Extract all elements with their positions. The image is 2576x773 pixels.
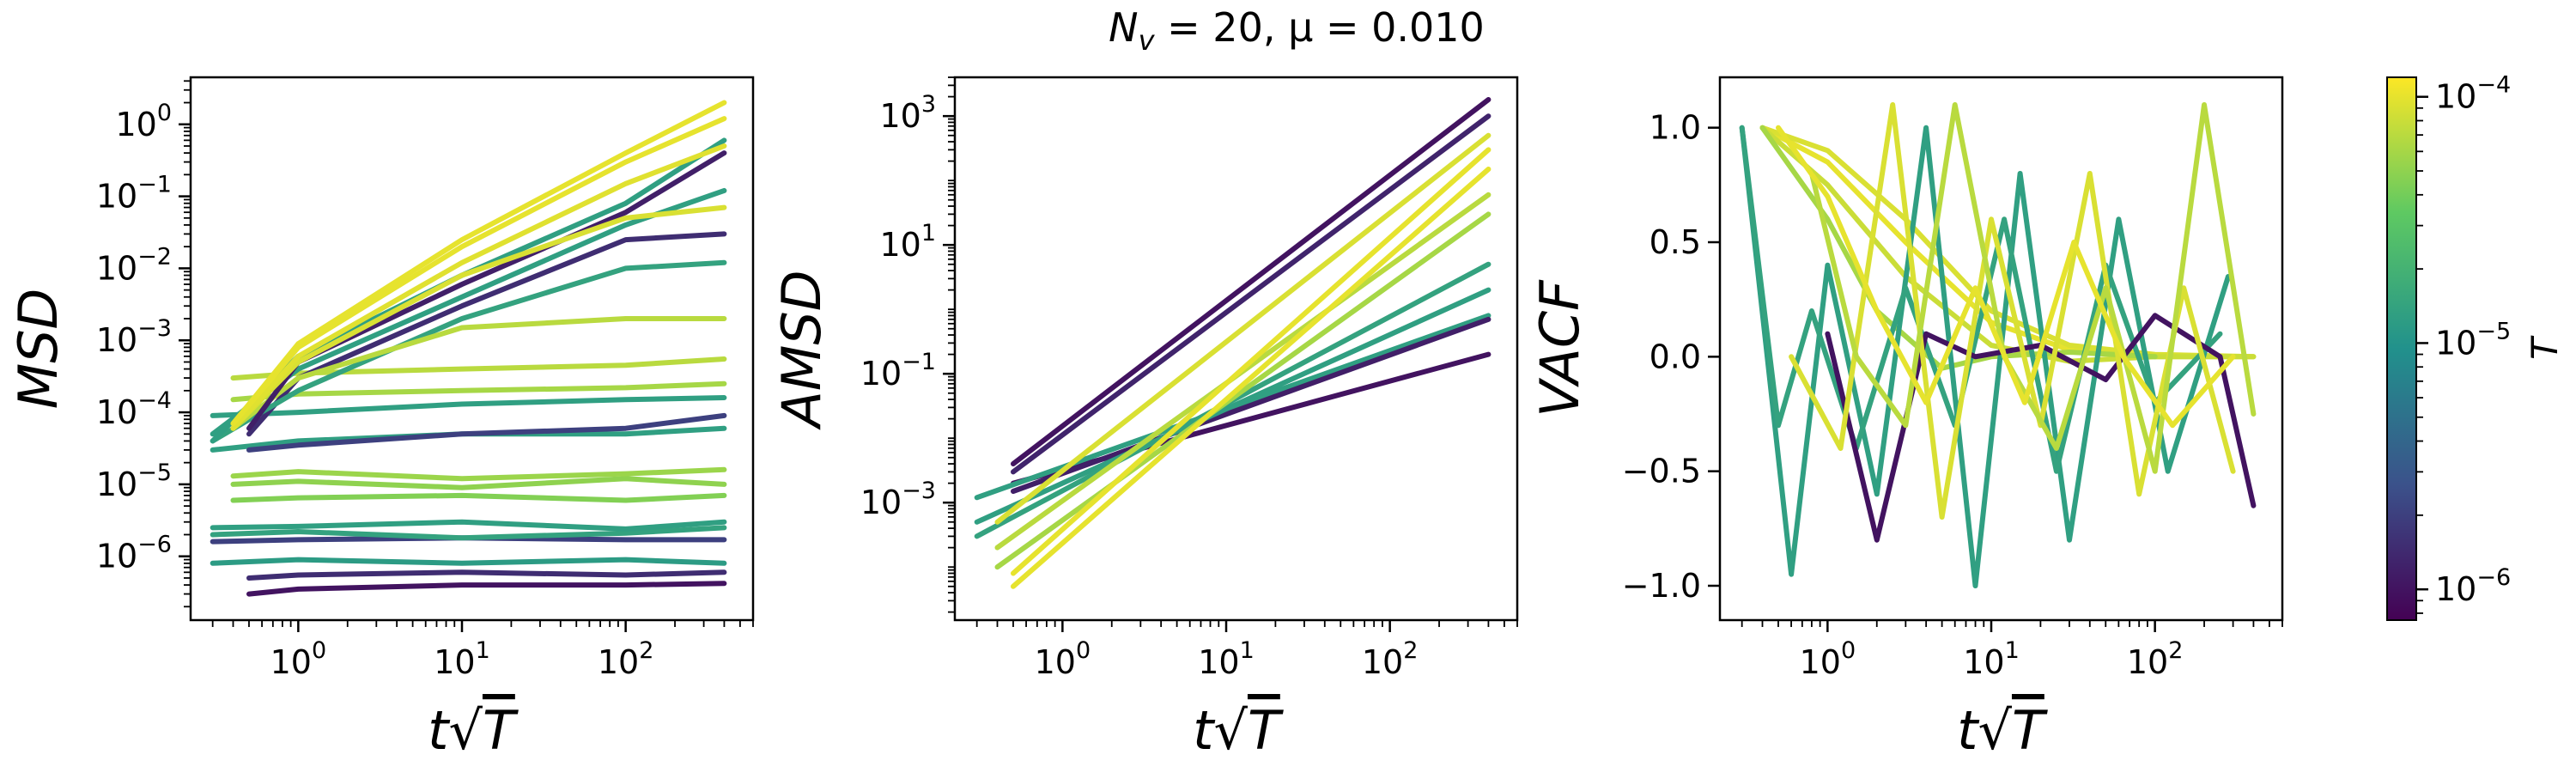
msd-series-group [210, 100, 727, 597]
msd-x-ticks: 100 101 102 [211, 620, 754, 681]
x-tick-label: 100 [270, 637, 327, 681]
colorbar: 10−4 10−5 10−6 T [2386, 72, 2566, 621]
amsd-series-line [1011, 97, 1492, 466]
y-tick-label: 10−1 [860, 349, 936, 393]
y-tick-label: 10−6 [96, 532, 172, 575]
amsd-series-line [1011, 147, 1492, 576]
y-tick-label: 10−5 [96, 460, 172, 503]
x-tick-label: 100 [1800, 637, 1856, 681]
amsd-plot-frame [953, 76, 1519, 622]
y-tick-label: 10−3 [860, 478, 936, 521]
colorbar-tick-label: 10−4 [2435, 72, 2511, 116]
colorbar-tick-label: 10−5 [2435, 318, 2511, 362]
msd-series-line [210, 395, 727, 418]
vacf-y-ticks: 1.0 0.5 0.0 −0.5 −1.0 [1622, 109, 1720, 605]
msd-y-ticks: 100 10−1 10−2 10−3 10−4 10−5 10−6 [96, 80, 191, 608]
x-tick-label: 101 [434, 637, 490, 681]
x-tick-label: 102 [2127, 637, 2184, 681]
msd-series-line [246, 412, 727, 453]
colorbar-gradient [2386, 76, 2417, 621]
y-tick-label: 103 [879, 91, 936, 135]
msd-series-line [230, 476, 727, 490]
msd-series-line [230, 100, 727, 427]
amsd-series-line [1011, 316, 1492, 494]
vacf-series-line [1776, 125, 2236, 429]
msd-series-line [246, 581, 727, 597]
vacf-series-line [1789, 102, 2236, 520]
msd-y-axis-label: MSD [7, 289, 70, 410]
amsd-series-line [1011, 113, 1492, 475]
msd-plot-frame [189, 76, 755, 622]
x-tick-label: 101 [1963, 637, 2020, 681]
amsd-x-ticks: 100 101 102 [975, 620, 1518, 681]
msd-series-line [246, 569, 727, 581]
colorbar-ticks: 10−4 10−5 10−6 [2416, 72, 2511, 614]
y-tick-label: 0.5 [1649, 223, 1701, 261]
colorbar-label: T [2524, 335, 2566, 360]
y-tick-label: −1.0 [1622, 567, 1701, 605]
msd-series-line [230, 492, 727, 503]
amsd-panel: 100 101 102 103 101 10−1 10−3 AMSD t√T [770, 76, 1519, 762]
y-tick-label: 10−2 [96, 243, 172, 287]
msd-series-line [230, 466, 727, 482]
vacf-x-axis-label: t√T [1957, 699, 2048, 762]
y-tick-label: 100 [115, 100, 172, 143]
y-tick-label: 1.0 [1649, 109, 1701, 147]
msd-series-line [210, 259, 727, 444]
vacf-plot-frame [1718, 76, 2284, 622]
y-tick-label: 10−4 [96, 387, 172, 431]
amsd-x-axis-label: t√T [1193, 699, 1284, 762]
msd-series-line [210, 557, 727, 566]
msd-x-axis-label: t√T [428, 699, 519, 762]
msd-series-line [210, 519, 727, 532]
x-tick-label: 100 [1035, 637, 1091, 681]
msd-series-line [230, 143, 727, 431]
msd-panel: 100 101 102 100 10−1 10−2 10−3 10−4 10−5 10−6 MS… [7, 76, 755, 762]
amsd-y-ticks: 103 101 10−1 10−3 [860, 76, 955, 613]
y-tick-label: 10−3 [96, 315, 172, 359]
amsd-series-line [994, 211, 1492, 570]
x-tick-label: 102 [598, 637, 654, 681]
y-tick-label: 0.0 [1649, 338, 1701, 375]
chart-suptitle: Nv = 20, μ = 0.010 [1109, 4, 1485, 57]
y-tick-label: 10−1 [96, 172, 172, 216]
vacf-panel: 100 101 102 1.0 0.5 0.0 −0.5 −1.0 VACF t√T [1528, 76, 2284, 762]
amsd-series-line [994, 132, 1492, 525]
msd-series-line [246, 150, 727, 431]
x-tick-label: 101 [1198, 637, 1255, 681]
vacf-x-ticks: 100 101 102 [1741, 620, 2283, 681]
vacf-series-line [1808, 102, 2257, 474]
amsd-series-line [974, 287, 1492, 525]
y-tick-label: 101 [879, 220, 936, 264]
amsd-series-line [1011, 167, 1492, 589]
amsd-y-axis-label: AMSD [770, 270, 833, 430]
msd-series-line [210, 525, 727, 541]
vacf-series-line [1739, 125, 2231, 588]
x-tick-label: 102 [1362, 637, 1419, 681]
y-tick-label: −0.5 [1622, 453, 1701, 490]
msd-series-line [246, 231, 727, 437]
amsd-series-group [974, 97, 1492, 589]
vacf-y-axis-label: VACF [1528, 279, 1591, 417]
vacf-series-group [1739, 102, 2257, 588]
colorbar-tick-label: 10−6 [2435, 564, 2511, 608]
